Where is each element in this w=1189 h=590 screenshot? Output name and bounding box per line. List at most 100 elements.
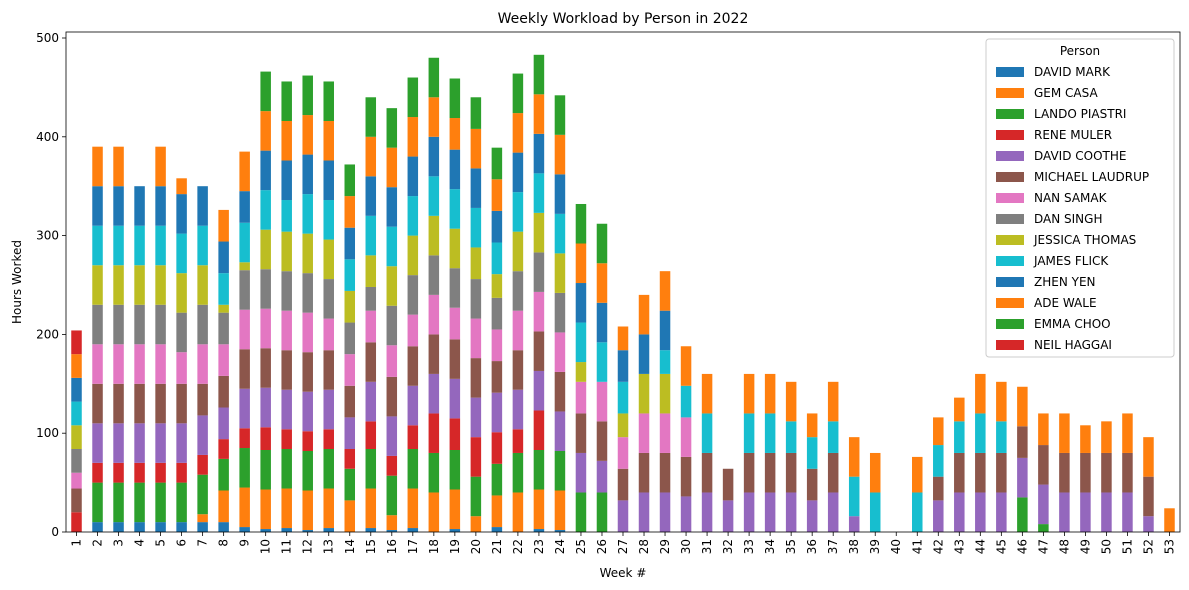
bar-segment bbox=[596, 421, 608, 461]
legend-label: NEIL HAGGAI bbox=[1034, 338, 1112, 352]
bar-segment bbox=[827, 381, 839, 422]
bar-segment bbox=[470, 318, 482, 359]
bar-segment bbox=[1017, 497, 1028, 532]
bar-segment bbox=[533, 173, 545, 213]
bar-segment bbox=[975, 452, 986, 493]
bar-segment bbox=[344, 354, 356, 386]
legend-swatch bbox=[996, 319, 1024, 329]
bar-segment bbox=[701, 492, 713, 532]
bar-segment bbox=[575, 283, 587, 323]
bar-segment bbox=[92, 522, 103, 532]
bar-segment bbox=[386, 376, 398, 417]
x-tick-label: 2 bbox=[91, 539, 105, 547]
x-tick-label: 33 bbox=[742, 539, 756, 554]
x-tick-label: 8 bbox=[217, 539, 231, 547]
x-tick-label: 46 bbox=[1015, 539, 1029, 554]
bar-segment bbox=[554, 411, 566, 451]
bar-segment bbox=[218, 209, 229, 242]
bar-segment bbox=[575, 203, 587, 244]
bar-segment bbox=[407, 275, 419, 315]
x-tick-label: 9 bbox=[238, 539, 252, 547]
bar-segment bbox=[680, 346, 692, 386]
bar-segment bbox=[323, 239, 334, 280]
bar-segment bbox=[659, 492, 671, 532]
bar-segment bbox=[302, 530, 313, 532]
bar-segment bbox=[155, 225, 166, 266]
x-tick-label: 27 bbox=[616, 539, 630, 554]
x-tick-label: 14 bbox=[343, 539, 357, 554]
bar-segment bbox=[239, 349, 250, 389]
bar-segment bbox=[176, 462, 187, 483]
x-tick-label: 34 bbox=[763, 539, 777, 554]
bar-segment bbox=[134, 186, 145, 226]
bar-segment bbox=[407, 528, 419, 532]
bar-segment bbox=[302, 391, 313, 432]
bar-segment bbox=[71, 330, 82, 355]
y-tick-label: 300 bbox=[36, 229, 59, 243]
bar-segment bbox=[533, 94, 545, 134]
x-tick-label: 49 bbox=[1078, 539, 1092, 554]
x-tick-label: 47 bbox=[1036, 539, 1050, 554]
bar-segment bbox=[260, 150, 271, 191]
bar-segment bbox=[197, 474, 208, 515]
bar-segment bbox=[554, 174, 566, 214]
bar-segment bbox=[596, 223, 608, 264]
bar-segment bbox=[659, 271, 671, 311]
x-tick-label: 31 bbox=[700, 539, 714, 554]
bar-segment bbox=[113, 225, 124, 266]
bar-segment bbox=[260, 489, 271, 530]
bar-segment bbox=[428, 97, 440, 137]
bar-segment bbox=[743, 492, 755, 532]
bar-segment bbox=[1164, 508, 1175, 532]
x-tick-label: 38 bbox=[847, 539, 861, 554]
bar-segment bbox=[1122, 452, 1133, 493]
bar-segment bbox=[365, 528, 377, 532]
bar-segment bbox=[1038, 445, 1049, 485]
bar-segment bbox=[596, 492, 608, 532]
bar-segment bbox=[659, 452, 671, 493]
bar-segment bbox=[281, 389, 292, 430]
bar-segment bbox=[1101, 421, 1112, 453]
bar-segment bbox=[954, 421, 965, 453]
bar-segment bbox=[1038, 413, 1049, 446]
bar-segment bbox=[281, 310, 292, 351]
bar-segment bbox=[302, 154, 313, 195]
bar-segment bbox=[596, 302, 608, 343]
bar-segment bbox=[407, 77, 419, 118]
bar-segment bbox=[176, 352, 187, 384]
bar-segment bbox=[323, 120, 334, 161]
bar-segment bbox=[176, 423, 187, 463]
bar-segment bbox=[323, 389, 334, 430]
bar-segment bbox=[302, 312, 313, 353]
bar-segment bbox=[848, 476, 860, 517]
bar-segment bbox=[491, 242, 503, 275]
bar-segment bbox=[554, 253, 566, 293]
bar-segment bbox=[386, 108, 398, 148]
bar-segment bbox=[239, 309, 250, 350]
bar-segment bbox=[323, 318, 334, 351]
bar-segment bbox=[512, 73, 524, 114]
legend-swatch bbox=[996, 109, 1024, 119]
bar-segment bbox=[134, 423, 145, 463]
x-tick-label: 5 bbox=[154, 539, 168, 547]
bar-segment bbox=[575, 362, 587, 382]
bar-segment bbox=[933, 476, 944, 501]
bar-segment bbox=[113, 265, 124, 305]
bar-segment bbox=[512, 429, 524, 453]
bar-segment bbox=[996, 452, 1007, 493]
bar-segment bbox=[113, 423, 124, 463]
bar-segment bbox=[218, 241, 229, 274]
bar-segment bbox=[848, 516, 860, 532]
bar-segment bbox=[302, 75, 313, 116]
x-axis-label: Week # bbox=[600, 566, 647, 580]
bar-segment bbox=[596, 381, 608, 422]
bar-segment bbox=[239, 487, 250, 528]
legend-label: DAVID MARK bbox=[1034, 65, 1111, 79]
bar-segment bbox=[260, 229, 271, 270]
bar-segment bbox=[407, 156, 419, 197]
bar-segment bbox=[344, 500, 356, 532]
bar-segment bbox=[449, 418, 461, 450]
x-tick-label: 40 bbox=[889, 539, 903, 554]
bar-segment bbox=[806, 500, 818, 532]
